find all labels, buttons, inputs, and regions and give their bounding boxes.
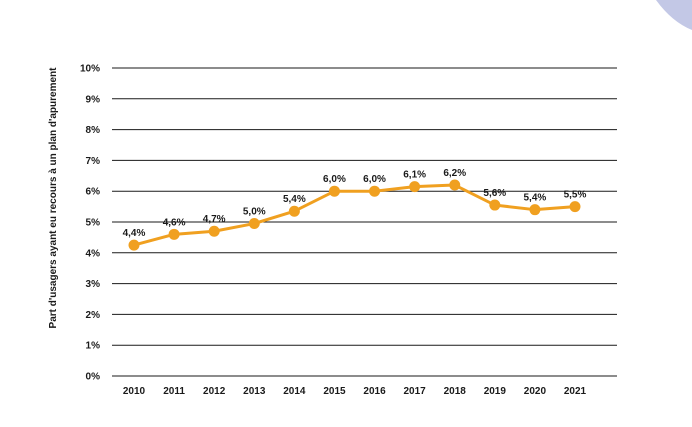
data-point [248, 218, 260, 230]
data-label: 5,5% [564, 190, 587, 201]
data-label: 6,0% [323, 174, 346, 185]
data-label: 5,6% [483, 188, 506, 199]
data-point [409, 181, 421, 193]
data-label: 6,0% [363, 174, 386, 185]
data-point [489, 199, 501, 211]
x-tick-label: 2012 [203, 386, 226, 397]
data-point [529, 204, 541, 216]
y-axis: 0% 1% 2% 3% 4% 5% 6% 7% 8% 9% 10% [80, 64, 100, 383]
x-tick-label: 2020 [524, 386, 547, 397]
x-tick-label: 2017 [404, 386, 427, 397]
data-label: 6,1% [403, 170, 426, 181]
data-point [369, 185, 381, 197]
x-tick-label: 2019 [484, 386, 507, 397]
grid [112, 67, 617, 377]
x-tick-label: 2014 [283, 386, 306, 397]
data-label: 4,4% [123, 228, 146, 239]
data-point [208, 225, 220, 237]
series-line [128, 179, 581, 251]
y-tick-label: 0% [86, 372, 101, 383]
data-point [288, 205, 300, 217]
x-tick-label: 2011 [163, 386, 185, 397]
x-tick-label: 2013 [243, 386, 266, 397]
x-tick-label: 2010 [123, 386, 146, 397]
y-tick-label: 1% [86, 341, 101, 352]
data-label: 4,6% [163, 217, 186, 228]
data-label: 6,2% [443, 168, 466, 179]
data-label: 5,4% [283, 194, 306, 205]
data-point [128, 239, 140, 251]
y-tick-label: 10% [80, 64, 100, 75]
y-tick-label: 9% [86, 94, 101, 105]
y-tick-label: 8% [86, 125, 101, 136]
data-point [168, 228, 180, 240]
y-tick-label: 4% [86, 248, 101, 259]
y-axis-label: Part d'usagers ayant eu recours à un pla… [48, 67, 59, 329]
x-tick-label: 2016 [363, 386, 386, 397]
data-point [328, 185, 340, 197]
data-label: 5,4% [524, 193, 547, 204]
data-point [569, 201, 581, 213]
y-tick-label: 3% [86, 279, 101, 290]
data-label: 4,7% [203, 214, 226, 225]
y-tick-label: 5% [86, 218, 101, 229]
data-labels: 4,4% 4,6% 4,7% 5,0% 5,4% 6,0% 6,0% 6,1% 6,2% 5,6%… [123, 168, 587, 239]
corner-decoration [656, 0, 692, 30]
x-tick-label: 2021 [564, 386, 587, 397]
y-tick-label: 7% [86, 156, 101, 167]
y-tick-label: 6% [86, 187, 101, 198]
data-point [449, 179, 461, 191]
series-line-path [132, 183, 577, 247]
y-tick-label: 2% [86, 310, 101, 321]
x-tick-label: 2018 [444, 386, 467, 397]
x-tick-label: 2015 [323, 386, 346, 397]
data-label: 5,0% [243, 207, 266, 218]
x-axis: 2010 2011 2012 2013 2014 2015 2016 2017 2018 2019… [123, 386, 587, 397]
